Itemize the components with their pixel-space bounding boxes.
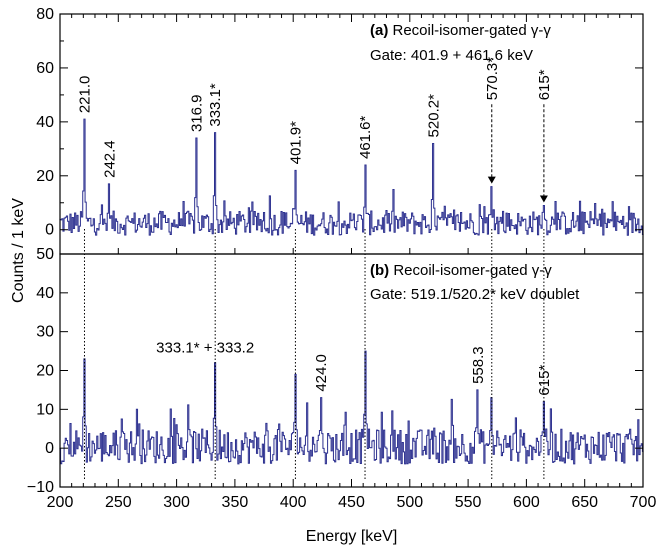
y-tick-label-b: 0: [45, 440, 54, 457]
peak-arrow-head: [487, 176, 496, 184]
peak-label-b: 558.3: [470, 346, 487, 384]
x-tick-label: 650: [571, 494, 598, 511]
y-tick-label-a: 40: [36, 114, 54, 131]
x-tick-label: 700: [630, 494, 657, 511]
panel-title-a: (a) Recoil-isomer-gated γ-γ: [370, 22, 551, 39]
peak-label-a: 570.3*: [484, 57, 501, 101]
peak-arrow-head: [539, 195, 548, 203]
x-tick-label: 250: [105, 494, 132, 511]
x-tick-label: 400: [280, 494, 307, 511]
y-tick-label-b: 10: [36, 401, 54, 418]
x-axis-label: Energy [keV]: [306, 528, 398, 545]
peak-label-a: 333.1*: [207, 83, 224, 127]
y-tick-label-a: 20: [36, 168, 54, 185]
x-tick-label: 500: [396, 494, 423, 511]
x-tick-label: 450: [338, 494, 365, 511]
y-tick-label-a: 60: [36, 60, 54, 77]
peak-label-b: 333.1* + 333.2: [156, 340, 254, 357]
peak-label-a: 242.4: [101, 140, 118, 178]
x-tick-label: 350: [222, 494, 249, 511]
x-tick-label: 550: [455, 494, 482, 511]
peak-label-a: 520.2*: [425, 94, 442, 138]
peak-label-a: 401.9*: [287, 121, 304, 165]
y-tick-label-a: 80: [36, 6, 54, 23]
peak-label-b: 615*: [536, 365, 553, 396]
y-tick-label-b: 20: [36, 363, 54, 380]
peak-label-b: 424.0: [313, 354, 330, 392]
y-tick-label-b: 30: [36, 324, 54, 341]
panel-subtitle-a: Gate: 401.9 + 461.6 keV: [370, 47, 533, 64]
x-tick-label: 200: [47, 494, 74, 511]
peak-label-a: 461.6*: [357, 115, 374, 159]
y-tick-label-a: 0: [45, 222, 54, 239]
panel-subtitle-b: Gate: 519.1/520.2* keV doublet: [370, 286, 580, 303]
y-axis-label: Counts / 1 keV: [10, 198, 27, 303]
spectrum-line-a: [59, 118, 644, 236]
peak-label-a: 615*: [536, 69, 553, 100]
peak-label-a: 221.0: [76, 76, 93, 114]
panel-title-b: (b) Recoil-isomer-gated γ-γ: [370, 262, 552, 279]
x-tick-label: 600: [513, 494, 540, 511]
spectrum-line-b: [59, 350, 644, 465]
y-tick-label-b: 50: [36, 246, 54, 263]
x-tick-label: 300: [163, 494, 190, 511]
y-tick-label-b: −10: [27, 479, 54, 496]
peak-label-a: 316.9: [188, 94, 205, 132]
y-tick-label-b: 40: [36, 285, 54, 302]
panel-a-frame: [59, 13, 644, 255]
